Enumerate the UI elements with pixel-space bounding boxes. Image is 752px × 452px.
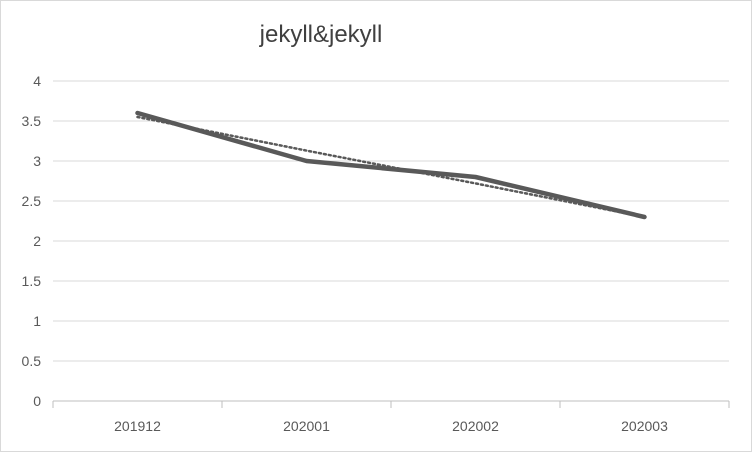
y-tick-label: 1 xyxy=(33,313,41,329)
y-tick-label: 4 xyxy=(33,73,41,89)
x-tick-label: 202002 xyxy=(452,418,499,434)
x-tick-label: 202001 xyxy=(283,418,330,434)
x-tick-label: 202003 xyxy=(621,418,668,434)
y-tick-label: 3.5 xyxy=(22,113,42,129)
y-tick-label: 0.5 xyxy=(22,353,42,369)
series-line xyxy=(135,110,647,220)
x-tick-label: 201912 xyxy=(114,418,161,434)
trendline xyxy=(136,115,646,219)
y-tick-label: 2 xyxy=(33,233,41,249)
y-tick-label: 3 xyxy=(33,153,41,169)
chart-title: jekyll&jekyll xyxy=(259,21,383,48)
y-tick-label: 0 xyxy=(33,393,41,409)
y-tick-label: 2.5 xyxy=(22,193,42,209)
y-tick-label: 1.5 xyxy=(22,273,42,289)
